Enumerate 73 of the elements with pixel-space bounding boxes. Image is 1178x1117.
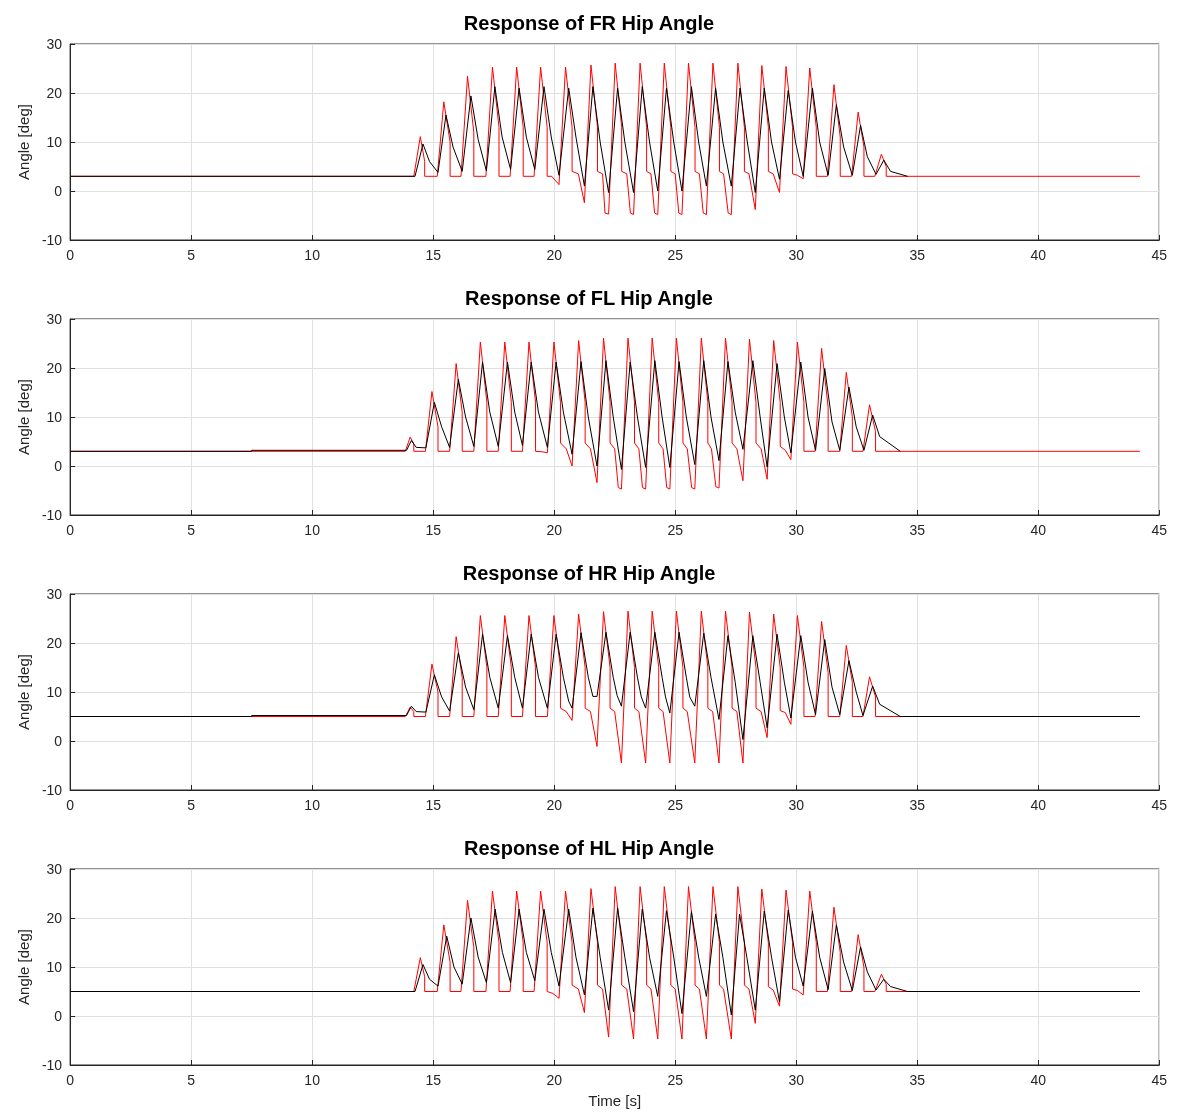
x-tick-label: 15 [425, 522, 442, 538]
x-tick-label: 40 [1030, 797, 1047, 813]
x-tick-label: 0 [66, 1072, 75, 1088]
x-tick-label: 30 [788, 797, 805, 813]
chart-title: Response of FL Hip Angle [465, 287, 713, 309]
x-tick-label: 15 [425, 247, 442, 263]
y-tick-label: 20 [46, 910, 63, 926]
y-axis-title: Angle [deg] [15, 379, 32, 455]
y-tick-label: 20 [46, 360, 63, 376]
x-tick-label: 35 [909, 522, 926, 538]
line-series [69, 907, 1141, 1016]
y-axis-title: Angle [deg] [15, 654, 32, 730]
x-tick-label: 15 [425, 797, 442, 813]
x-tick-label: 15 [425, 1072, 442, 1088]
y-tick-label: 20 [46, 635, 63, 651]
y-axis-title: Angle [deg] [15, 104, 32, 180]
y-tick-label: 0 [54, 458, 63, 474]
y-tick-label: 30 [46, 36, 63, 52]
x-tick-label: 20 [546, 1072, 563, 1088]
chart-title: Response of HL Hip Angle [463, 837, 715, 859]
x-tick-label: 0 [66, 522, 75, 538]
y-tick-label: 10 [46, 134, 63, 150]
y-axis-title: Angle [deg] [15, 929, 32, 1005]
x-tick-label: 45 [1151, 522, 1168, 538]
x-tick-label: 20 [546, 797, 563, 813]
y-tick-label: 20 [46, 85, 63, 101]
x-tick-label: 5 [187, 1072, 196, 1088]
chart-title: Response of FR Hip Angle [463, 12, 715, 34]
x-axis-title: Time [s] [588, 1092, 642, 1109]
x-tick-label: 20 [546, 247, 563, 263]
x-tick-label: 10 [304, 522, 321, 538]
y-tick-label: 30 [46, 861, 63, 877]
chart-title: Response of HR Hip Angle [462, 562, 716, 584]
x-tick-label: 25 [667, 522, 684, 538]
x-tick-label: 30 [788, 522, 805, 538]
y-tick-label: 10 [46, 409, 63, 425]
x-tick-label: 35 [909, 247, 926, 263]
y-tick-label: 30 [46, 311, 63, 327]
x-tick-label: 5 [187, 247, 196, 263]
y-tick-label: 0 [54, 1008, 63, 1024]
x-tick-label: 25 [667, 797, 684, 813]
x-tick-label: 10 [304, 1072, 321, 1088]
line-series [69, 631, 1141, 741]
x-tick-label: 45 [1151, 1072, 1168, 1088]
y-tick-label: 10 [46, 684, 63, 700]
x-tick-label: 0 [66, 797, 75, 813]
y-tick-label: -10 [41, 507, 63, 523]
x-tick-label: 5 [187, 522, 196, 538]
x-tick-label: 30 [788, 247, 805, 263]
x-tick-label: 35 [909, 1072, 926, 1088]
x-tick-label: 25 [667, 247, 684, 263]
line-series [69, 360, 901, 470]
x-tick-label: 0 [66, 247, 75, 263]
x-tick-label: 10 [304, 797, 321, 813]
x-tick-label: 5 [187, 797, 196, 813]
x-tick-label: 40 [1030, 247, 1047, 263]
x-tick-label: 45 [1151, 797, 1168, 813]
y-tick-label: -10 [41, 782, 63, 798]
y-tick-label: 0 [54, 733, 63, 749]
x-tick-label: 30 [788, 1072, 805, 1088]
line-series [69, 86, 909, 193]
x-tick-label: 20 [546, 522, 563, 538]
y-tick-label: -10 [41, 1057, 63, 1073]
y-tick-label: 30 [46, 586, 63, 602]
x-tick-label: 10 [304, 247, 321, 263]
y-tick-label: 0 [54, 183, 63, 199]
x-tick-label: 35 [909, 797, 926, 813]
x-tick-label: 25 [667, 1072, 684, 1088]
x-tick-label: 40 [1030, 522, 1047, 538]
x-tick-label: 40 [1030, 1072, 1047, 1088]
y-tick-label: -10 [41, 232, 63, 248]
x-tick-label: 45 [1151, 247, 1168, 263]
y-tick-label: 10 [46, 959, 63, 975]
